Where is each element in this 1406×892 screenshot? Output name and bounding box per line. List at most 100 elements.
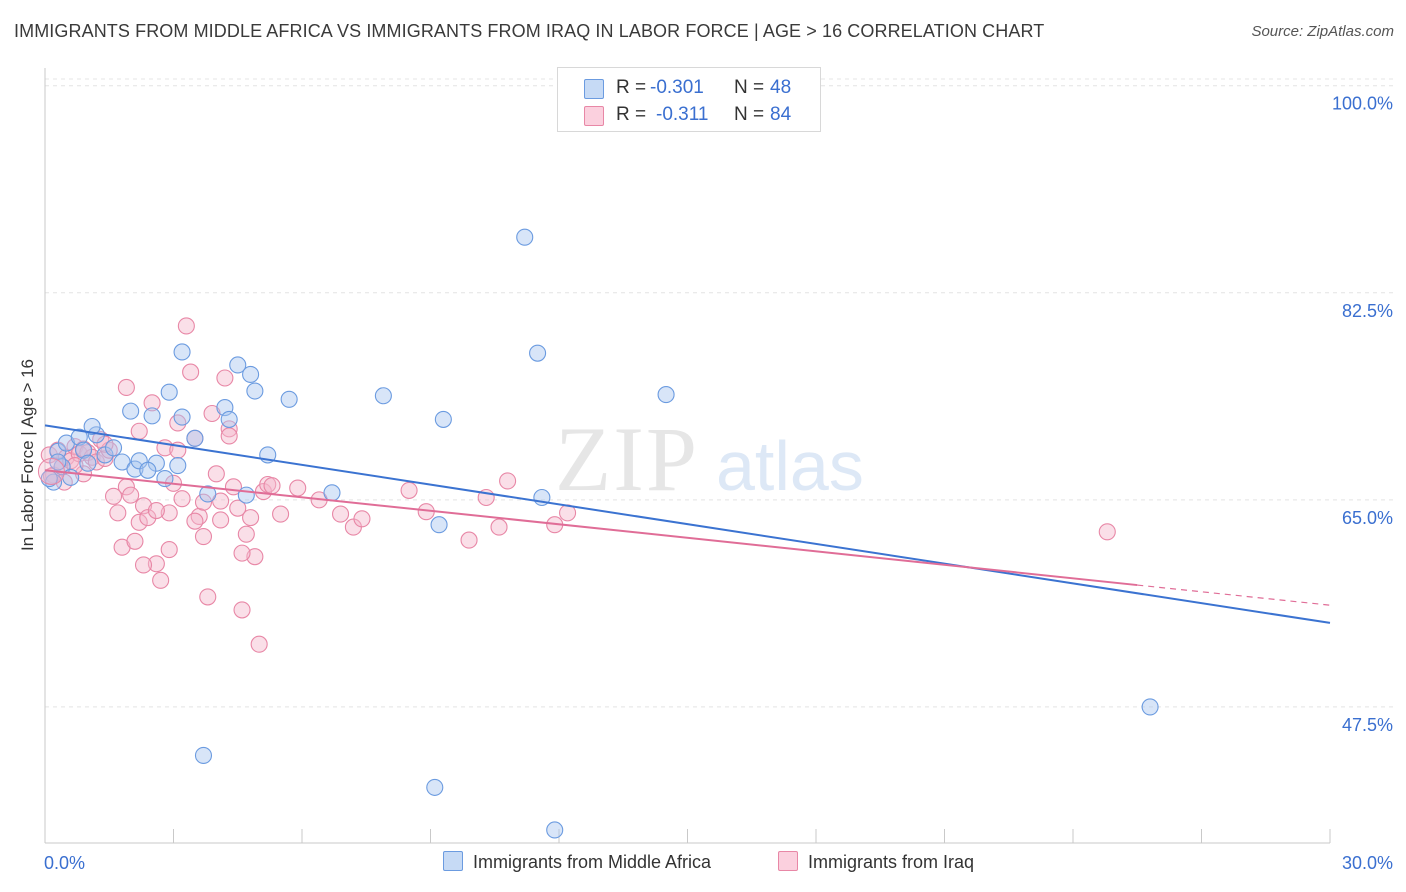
data-point-middle-africa	[280, 390, 298, 408]
y-tick-label: 82.5%	[1342, 301, 1393, 321]
data-point-middle-africa	[143, 407, 161, 425]
data-point-iraq	[87, 453, 105, 471]
data-point-middle-africa	[246, 382, 264, 400]
data-point-iraq	[289, 479, 307, 497]
data-point-middle-africa	[173, 408, 191, 426]
trend-line-iraq-extension	[1137, 584, 1331, 606]
legend-swatch-pink	[584, 106, 604, 126]
data-point-iraq	[152, 571, 170, 589]
axis-layer	[44, 68, 1331, 844]
data-point-iraq	[233, 544, 251, 562]
data-point-iraq	[212, 492, 230, 510]
bottom-legend-label: Immigrants from Middle Africa	[473, 852, 712, 872]
data-point-iraq	[220, 420, 238, 438]
data-point-middle-africa	[229, 356, 247, 374]
data-point-iraq	[194, 527, 213, 546]
data-point-iraq	[490, 518, 508, 536]
legend-n-value: 84	[770, 104, 792, 125]
data-point-iraq	[104, 487, 123, 505]
data-point-middle-africa	[1141, 698, 1159, 716]
data-point-middle-africa	[96, 446, 114, 464]
legend-n-label: N =	[734, 77, 765, 98]
data-point-middle-africa	[75, 441, 93, 459]
data-point-iraq	[130, 422, 148, 440]
data-point-middle-africa	[49, 453, 67, 471]
y-tick-label: 47.5%	[1342, 715, 1393, 735]
data-point-iraq	[460, 531, 478, 549]
bottom-legend-label: Immigrants from Iraq	[808, 852, 975, 872]
trend-layer	[44, 424, 1331, 624]
data-point-middle-africa	[657, 386, 675, 404]
x-tick-label: 30.0%	[1342, 853, 1393, 873]
trend-line-middle-africa	[44, 424, 1331, 624]
data-point-iraq	[117, 378, 135, 397]
data-point-iraq	[126, 532, 144, 550]
data-point-iraq	[147, 555, 165, 573]
data-point-iraq	[499, 472, 517, 490]
data-point-middle-africa	[434, 410, 452, 428]
data-point-iraq	[331, 505, 350, 523]
data-point-middle-africa	[113, 453, 131, 471]
data-point-middle-africa	[199, 485, 217, 503]
data-point-middle-africa	[426, 778, 444, 796]
data-point-iraq	[160, 541, 178, 559]
data-point-middle-africa	[122, 402, 140, 420]
data-point-middle-africa	[169, 457, 187, 475]
data-point-iraq	[186, 512, 204, 530]
legend-r-value: -0.301	[650, 77, 704, 98]
data-point-middle-africa	[237, 486, 255, 504]
data-point-iraq	[122, 486, 140, 504]
data-point-middle-africa	[104, 439, 123, 457]
data-point-iraq	[173, 490, 191, 508]
label-layer: 100.0% 82.5% 65.0% 47.5% 0.0% 30.0%	[44, 94, 1393, 873]
data-point-iraq	[109, 504, 127, 522]
bottom-legend-swatch-blue	[443, 851, 463, 871]
data-point-middle-africa	[374, 387, 392, 405]
data-point-iraq	[177, 317, 195, 335]
trend-line-iraq	[44, 469, 1138, 587]
data-point-iraq	[199, 588, 217, 606]
legend-row-iraq: R = -0.311 N = 84	[558, 102, 820, 130]
y-tick-label: 65.0%	[1342, 508, 1393, 528]
data-point-iraq	[207, 465, 225, 483]
data-point-iraq	[212, 511, 230, 529]
correlation-legend: R = -0.301 N = 48 R = -0.311 N = 84	[557, 67, 821, 132]
data-point-middle-africa	[83, 417, 101, 436]
data-point-middle-africa	[79, 454, 97, 472]
data-point-iraq	[246, 548, 264, 566]
data-point-iraq	[250, 635, 268, 653]
data-point-middle-africa	[186, 429, 204, 447]
data-point-iraq	[220, 427, 238, 445]
data-point-middle-africa	[147, 454, 165, 472]
data-point-iraq	[134, 556, 153, 574]
source-label: Source: ZipAtlas.com	[1251, 23, 1394, 40]
y-tick-label: 100.0%	[1332, 94, 1393, 114]
watermark-zip: ZIP	[555, 408, 699, 510]
data-point-middle-africa	[323, 484, 341, 502]
watermark-atlas: atlas	[716, 427, 864, 505]
bottom-legend-iraq: Immigrants from Iraq	[778, 851, 974, 873]
data-point-iraq	[139, 509, 157, 527]
x-tick-label: 0.0%	[44, 853, 85, 873]
data-point-middle-africa	[70, 428, 88, 446]
legend-n-label: N =	[734, 104, 765, 125]
watermark: ZIP atlas	[555, 408, 864, 510]
legend-row-middle-africa: R = -0.301 N = 48	[558, 75, 820, 103]
data-point-iraq	[272, 505, 290, 523]
data-point-middle-africa	[546, 821, 564, 839]
data-point-middle-africa	[194, 746, 213, 764]
bottom-legend-middle-africa: Immigrants from Middle Africa	[443, 851, 711, 873]
data-point-iraq	[229, 499, 247, 517]
data-point-iraq	[147, 501, 165, 520]
data-point-iraq	[237, 525, 255, 543]
data-point-middle-africa	[139, 461, 157, 479]
data-point-middle-africa	[173, 343, 191, 361]
data-point-middle-africa	[130, 452, 148, 470]
data-point-iraq	[1098, 523, 1116, 541]
legend-r-label: R =	[616, 104, 647, 125]
data-point-middle-africa	[242, 365, 260, 384]
data-point-iraq	[160, 504, 178, 522]
data-point-iraq	[353, 510, 371, 528]
data-point-middle-africa	[430, 516, 448, 534]
